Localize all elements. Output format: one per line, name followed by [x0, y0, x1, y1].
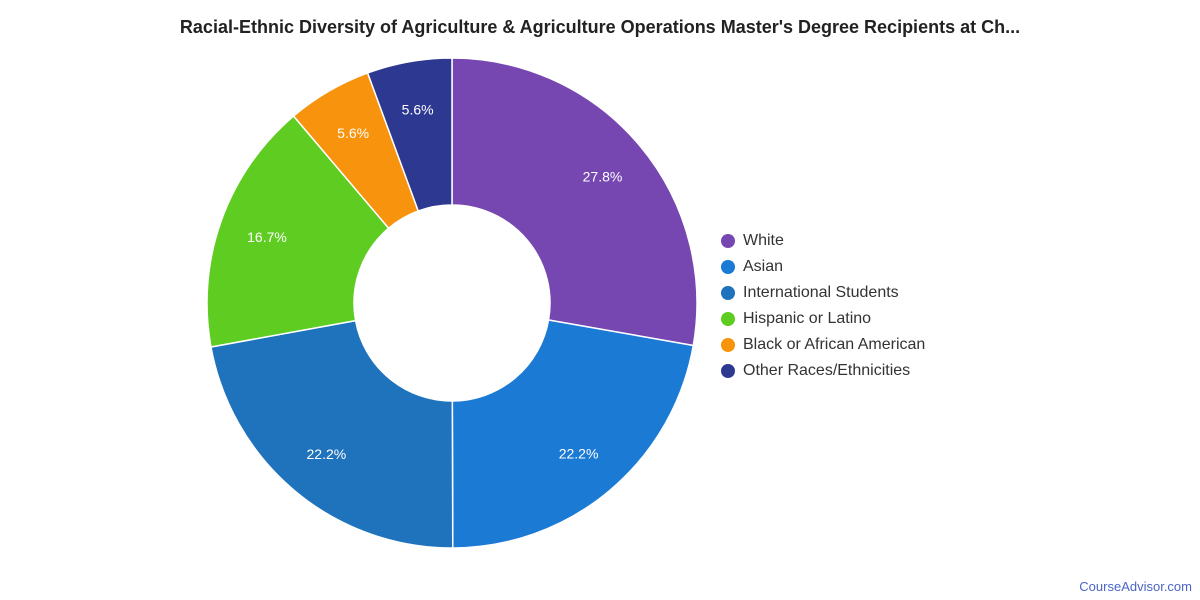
legend-label: International Students [743, 284, 899, 301]
slice-white[interactable] [451, 57, 698, 347]
legend-item[interactable]: White [721, 228, 925, 254]
legend-label: White [743, 232, 784, 249]
legend-label: Hispanic or Latino [743, 310, 872, 327]
legend-item[interactable]: International Students [721, 280, 925, 306]
chart-title: Racial-Ethnic Diversity of Agriculture &… [179, 17, 1021, 37]
legend-label: Black or African American [743, 336, 926, 353]
slice-asian[interactable] [451, 319, 695, 549]
legend-label: Other Races/Ethnicities [743, 362, 911, 379]
slice-label: 22.2% [307, 446, 347, 462]
legend-swatch [721, 234, 735, 248]
slice-label: 27.8% [583, 169, 623, 185]
chart-legend: White Asian International Students Hispanic… [721, 228, 925, 384]
slice-label: 16.7% [247, 229, 287, 245]
legend-swatch [721, 260, 735, 274]
legend-swatch [721, 286, 735, 300]
legend-swatch [721, 338, 735, 352]
legend-swatch [721, 364, 735, 378]
slice-label: 5.6% [337, 125, 369, 141]
legend-item[interactable]: Other Races/Ethnicities [721, 358, 925, 384]
slice-other-races-ethnicities[interactable] [366, 57, 453, 212]
legend-item[interactable]: Asian [721, 254, 925, 280]
legend-item[interactable]: Hispanic or Latino [721, 306, 925, 332]
legend-label: Asian [743, 258, 784, 275]
legend-item[interactable]: Black or African American [721, 332, 925, 358]
slice-label: 22.2% [559, 445, 599, 461]
slice-international-students[interactable] [210, 319, 454, 549]
watermark[interactable]: CourseAdvisor.com [1079, 579, 1192, 594]
slice-label: 5.6% [402, 102, 434, 118]
slice-hispanic-or-latino[interactable] [206, 115, 390, 348]
legend-swatch [721, 312, 735, 326]
